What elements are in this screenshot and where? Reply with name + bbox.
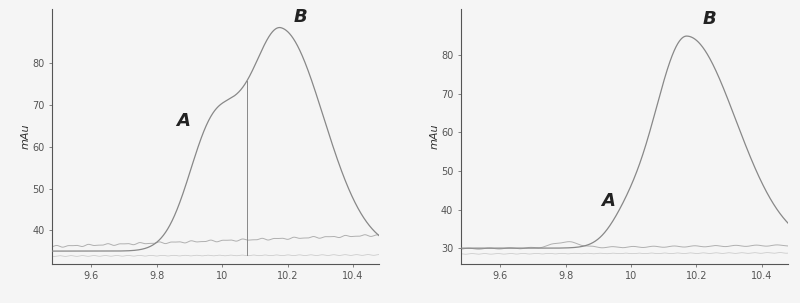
Text: A: A bbox=[601, 191, 615, 210]
Text: B: B bbox=[703, 10, 717, 28]
Y-axis label: mAu: mAu bbox=[430, 124, 439, 149]
Text: B: B bbox=[294, 8, 308, 26]
Y-axis label: mAu: mAu bbox=[21, 124, 30, 149]
Text: A: A bbox=[176, 112, 190, 130]
